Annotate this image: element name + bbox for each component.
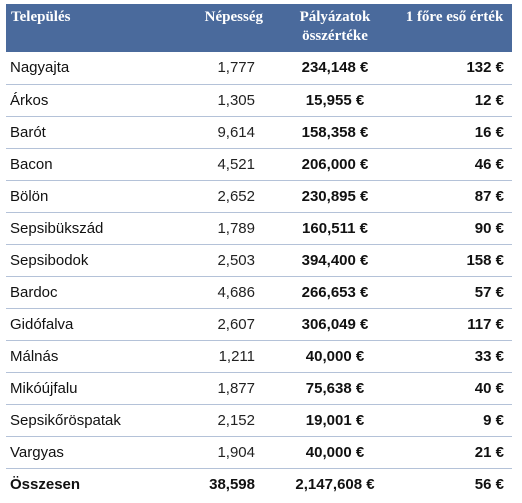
grants-total-cell: 206,000 € <box>301 155 369 173</box>
per-capita-cell: 9 € <box>483 411 504 429</box>
per-capita-cell: 16 € <box>474 123 504 141</box>
table-row: Bölön 2,652 230,895 € 87 € <box>6 180 512 212</box>
per-capita-cell: 12 € <box>474 91 504 109</box>
grants-total-cell: 40,000 € <box>305 443 365 461</box>
per-capita-cell: 40 € <box>474 379 504 397</box>
table-row: Nagyajta 1,777 234,148 € 132 € <box>6 52 512 84</box>
table-row: Barót 9,614 158,358 € 16 € <box>6 116 512 148</box>
header-population: Népesség <box>204 9 263 25</box>
per-capita-cell: 33 € <box>474 347 504 365</box>
population-cell: 1,777 <box>217 59 255 77</box>
per-capita-cell: 21 € <box>474 443 504 461</box>
population-cell: 2,652 <box>217 187 255 205</box>
grants-total-cell: 234,148 € <box>301 59 369 77</box>
settlement-cell: Gidófalva <box>10 315 74 333</box>
grants-total-cell: 75,638 € <box>305 379 365 397</box>
table-row: Vargyas 1,904 40,000 € 21 € <box>6 436 512 468</box>
total-per-capita: 56 € <box>474 476 504 494</box>
settlement-cell: Málnás <box>10 347 59 365</box>
header-per-capita: 1 főre eső érték <box>405 9 504 25</box>
header-settlement: Település <box>11 9 71 25</box>
header-grants-total: Pályázatok összértéke <box>299 9 371 44</box>
settlement-cell: Vargyas <box>10 443 64 461</box>
grants-total-cell: 15,955 € <box>305 91 365 109</box>
total-row: Összesen 38,598 2,147,608 € 56 € <box>6 468 512 501</box>
total-population: 38,598 <box>209 476 255 494</box>
table-row: Gidófalva 2,607 306,049 € 117 € <box>6 308 512 340</box>
grants-total-cell: 160,511 € <box>302 219 368 237</box>
population-cell: 1,789 <box>217 219 255 237</box>
total-grants: 2,147,608 € <box>295 476 375 494</box>
settlement-cell: Bacon <box>10 155 53 173</box>
population-cell: 9,614 <box>217 123 255 141</box>
per-capita-cell: 46 € <box>474 155 504 173</box>
population-cell: 2,607 <box>217 315 255 333</box>
per-capita-cell: 57 € <box>474 283 504 301</box>
settlement-cell: Nagyajta <box>10 59 70 77</box>
population-cell: 4,521 <box>217 155 255 173</box>
table-row: Sepsikőröspatak 2,152 19,001 € 9 € <box>6 404 512 436</box>
population-cell: 1,211 <box>218 347 255 365</box>
grants-total-cell: 230,895 € <box>301 187 369 205</box>
settlement-cell: Bardoc <box>10 283 58 301</box>
per-capita-cell: 90 € <box>474 219 504 237</box>
table-header: Település Népesség Pályázatok összértéke… <box>6 4 512 52</box>
table-footer: Összesen 38,598 2,147,608 € 56 € <box>6 468 512 501</box>
grants-table: Település Népesség Pályázatok összértéke… <box>6 4 512 501</box>
table-row: Árkos 1,305 15,955 € 12 € <box>6 84 512 116</box>
grants-total-cell: 40,000 € <box>305 347 365 365</box>
grants-total-cell: 158,358 € <box>301 123 369 141</box>
grants-total-cell: 394,400 € <box>301 251 369 269</box>
settlement-cell: Barót <box>10 123 46 141</box>
settlement-cell: Mikóújfalu <box>10 379 78 397</box>
population-cell: 1,305 <box>217 91 255 109</box>
population-cell: 4,686 <box>217 283 255 301</box>
settlement-cell: Sepsibodok <box>10 251 89 269</box>
table-row: Málnás 1,211 40,000 € 33 € <box>6 340 512 372</box>
per-capita-cell: 158 € <box>466 251 504 269</box>
table-row: Mikóújfalu 1,877 75,638 € 40 € <box>6 372 512 404</box>
settlement-cell: Sepsikőröspatak <box>10 411 121 429</box>
settlement-cell: Árkos <box>10 91 49 109</box>
per-capita-cell: 87 € <box>474 187 504 205</box>
settlement-cell: Bölön <box>10 187 49 205</box>
total-label: Összesen <box>10 476 81 494</box>
grants-total-cell: 306,049 € <box>301 315 369 333</box>
per-capita-cell: 117 € <box>467 315 504 333</box>
population-cell: 1,877 <box>217 379 255 397</box>
table-row: Sepsibükszád 1,789 160,511 € 90 € <box>6 212 512 244</box>
table-body: Nagyajta 1,777 234,148 € 132 € Árkos 1,305 15,… <box>6 52 512 468</box>
table-row: Sepsibodok 2,503 394,400 € 158 € <box>6 244 512 276</box>
population-cell: 2,503 <box>217 251 255 269</box>
population-cell: 2,152 <box>217 411 255 429</box>
grants-total-cell: 19,001 € <box>305 411 365 429</box>
header-row: Település Népesség Pályázatok összértéke… <box>6 4 512 52</box>
grants-total-cell: 266,653 € <box>301 283 369 301</box>
table-row: Bacon 4,521 206,000 € 46 € <box>6 148 512 180</box>
per-capita-cell: 132 € <box>466 59 504 77</box>
settlement-cell: Sepsibükszád <box>10 219 104 237</box>
table-row: Bardoc 4,686 266,653 € 57 € <box>6 276 512 308</box>
population-cell: 1,904 <box>217 443 255 461</box>
